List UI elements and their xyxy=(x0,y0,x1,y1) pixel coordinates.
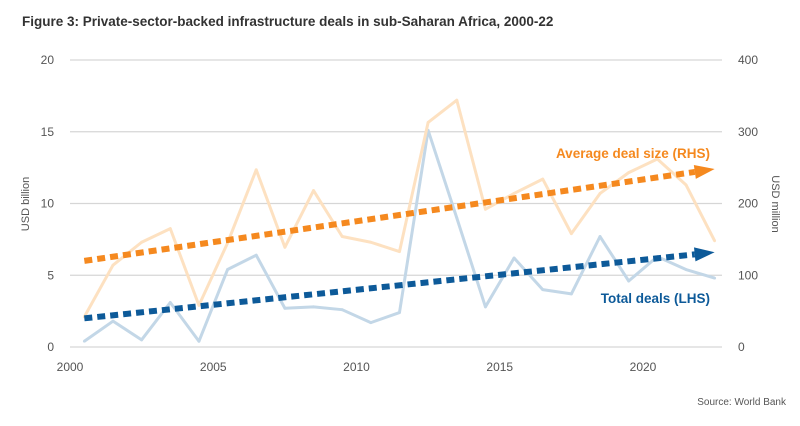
data-point xyxy=(512,192,516,195)
data-point xyxy=(312,305,315,309)
data-point xyxy=(111,319,115,323)
data-point xyxy=(140,338,144,342)
data-point xyxy=(197,339,201,343)
x-tick-label: 2005 xyxy=(200,360,227,374)
data-point xyxy=(398,311,401,314)
trend-line xyxy=(84,251,696,322)
data-point xyxy=(168,227,172,231)
y-right-tick-label: 200 xyxy=(738,197,758,211)
y-right-axis-label: USD million xyxy=(769,175,781,232)
data-point xyxy=(226,268,229,271)
data-point xyxy=(684,268,688,271)
data-point xyxy=(398,250,401,253)
data-point xyxy=(369,321,373,325)
x-tick-label: 2015 xyxy=(486,360,513,374)
data-point xyxy=(254,253,258,257)
y-left-tick-label: 0 xyxy=(47,340,54,354)
data-point xyxy=(541,177,545,181)
data-point xyxy=(455,216,459,220)
data-point xyxy=(455,98,459,102)
data-point xyxy=(254,168,258,172)
y-left-tick-label: 15 xyxy=(41,125,55,139)
data-point xyxy=(713,239,717,243)
source-note: Source: World Bank xyxy=(697,397,786,408)
data-point xyxy=(369,240,373,244)
data-point xyxy=(713,276,717,280)
data-point xyxy=(655,157,659,161)
chart-title: Figure 3: Private-sector-backed infrastr… xyxy=(22,14,554,29)
trend-label: Average deal size (RHS) xyxy=(556,146,710,161)
x-tick-label: 2010 xyxy=(343,360,370,374)
data-point xyxy=(569,292,573,296)
data-point xyxy=(512,256,516,260)
data-point xyxy=(168,301,172,304)
y-left-tick-label: 10 xyxy=(41,197,55,211)
y-left-tick-label: 20 xyxy=(41,53,55,67)
data-point xyxy=(197,303,201,307)
data-point xyxy=(684,183,688,187)
y-right-tick-label: 100 xyxy=(738,268,758,282)
x-tick-label: 2020 xyxy=(630,360,657,374)
x-tick-label: 2000 xyxy=(57,360,84,374)
data-point xyxy=(140,240,144,244)
y-right-tick-label: 400 xyxy=(738,53,758,67)
data-point xyxy=(569,232,573,236)
y-right-tick-label: 0 xyxy=(738,340,745,354)
data-point xyxy=(340,308,344,312)
trend-arrowhead-icon xyxy=(694,247,715,262)
data-point xyxy=(484,207,487,211)
data-point xyxy=(426,121,430,124)
y-left-tick-label: 5 xyxy=(47,268,54,282)
data-point xyxy=(627,279,631,283)
data-point xyxy=(312,189,315,192)
trend-label: Total deals (LHS) xyxy=(601,291,710,306)
data-point xyxy=(484,305,487,309)
y-left-axis-label: USD billion xyxy=(20,177,32,231)
trend-arrowhead-icon xyxy=(693,165,715,179)
data-point xyxy=(598,235,602,238)
y-right-tick-label: 300 xyxy=(738,125,758,139)
data-point xyxy=(598,192,602,195)
data-point xyxy=(111,263,115,267)
trend-line xyxy=(83,168,696,264)
data-point xyxy=(627,171,631,175)
data-point xyxy=(340,235,344,238)
data-point xyxy=(283,245,287,249)
data-point xyxy=(82,339,86,343)
data-point xyxy=(541,288,545,291)
data-point xyxy=(283,306,287,310)
